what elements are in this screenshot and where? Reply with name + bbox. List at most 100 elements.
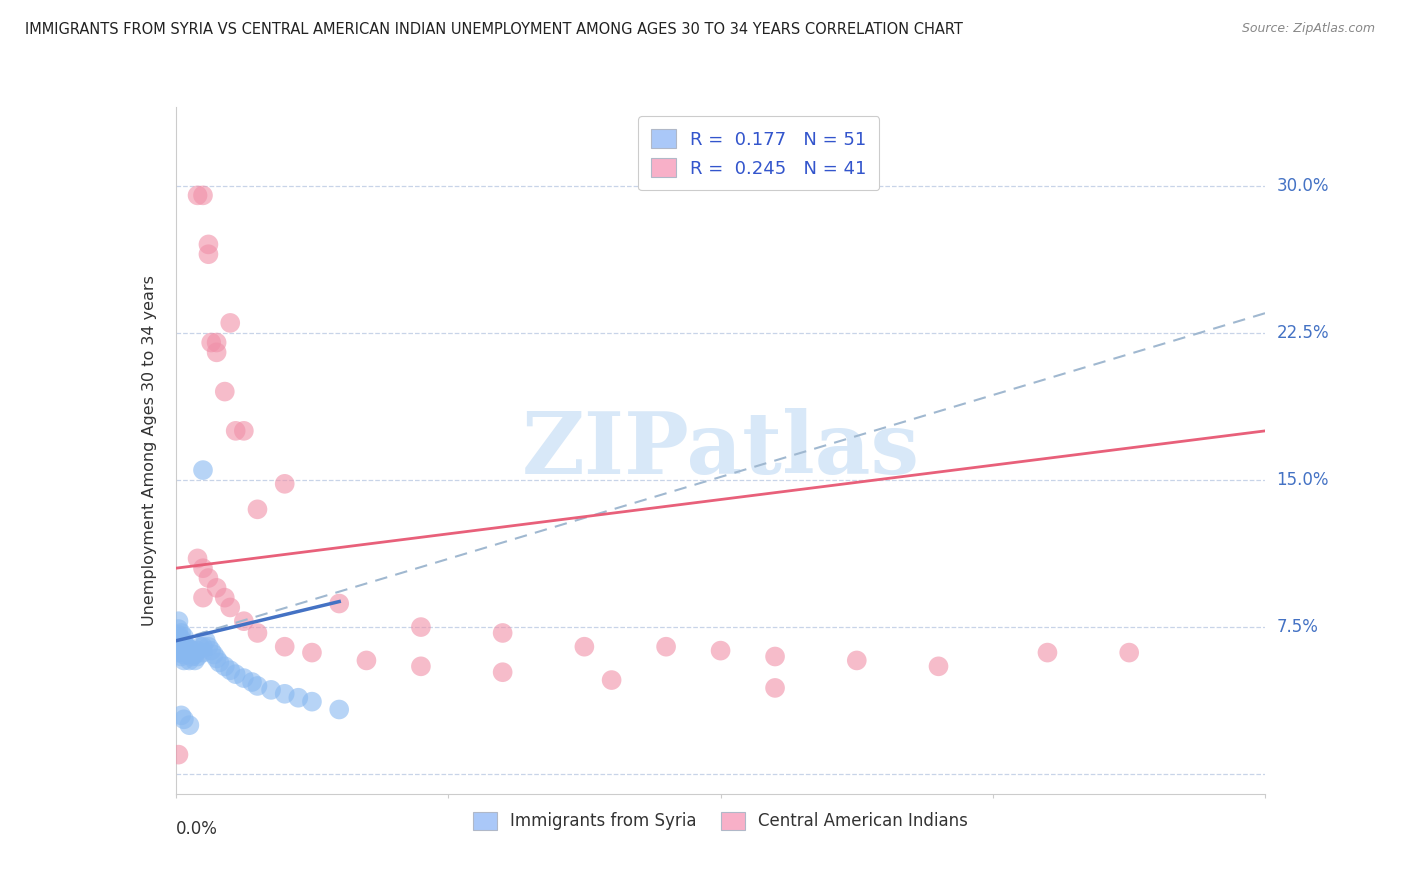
Point [167, 646, 190, 660]
Point [225, 424, 247, 438]
Point [219, 316, 242, 330]
Point [173, 648, 195, 662]
Point [170, 643, 193, 657]
Point [179, 641, 201, 656]
Point [232, 671, 254, 685]
Point [170, 626, 193, 640]
Point [167, 622, 190, 636]
Point [214, 384, 236, 399]
Point [356, 653, 378, 667]
Point [181, 643, 204, 657]
Point [710, 643, 733, 657]
Text: 15.0%: 15.0% [1277, 471, 1329, 489]
Point [181, 649, 204, 664]
Point [197, 571, 219, 585]
Point [191, 646, 214, 660]
Point [191, 561, 214, 575]
Point [200, 335, 222, 350]
Point [170, 649, 193, 664]
Point [194, 633, 217, 648]
Point [176, 640, 198, 654]
Point [260, 682, 283, 697]
Point [225, 667, 247, 681]
Point [184, 648, 207, 662]
Point [232, 614, 254, 628]
Point [173, 712, 195, 726]
Point [246, 626, 269, 640]
Point [191, 188, 214, 202]
Point [173, 641, 195, 656]
Point [173, 630, 195, 644]
Point [328, 702, 350, 716]
Point [274, 640, 297, 654]
Point [240, 675, 263, 690]
Point [409, 620, 432, 634]
Point [197, 640, 219, 654]
Point [197, 237, 219, 252]
Point [274, 687, 297, 701]
Point [328, 597, 350, 611]
Point [173, 653, 195, 667]
Point [205, 335, 228, 350]
Point [492, 626, 515, 640]
Text: Source: ZipAtlas.com: Source: ZipAtlas.com [1241, 22, 1375, 36]
Point [205, 581, 228, 595]
Point [492, 665, 515, 680]
Point [170, 708, 193, 723]
Point [179, 648, 201, 662]
Point [409, 659, 432, 673]
Point [197, 247, 219, 261]
Point [179, 718, 201, 732]
Point [208, 656, 231, 670]
Point [205, 345, 228, 359]
Text: 7.5%: 7.5% [1277, 618, 1319, 636]
Point [167, 640, 190, 654]
Point [1036, 646, 1059, 660]
Point [301, 695, 323, 709]
Point [188, 640, 211, 654]
Point [202, 648, 225, 662]
Text: ZIPatlas: ZIPatlas [522, 409, 920, 492]
Point [763, 649, 786, 664]
Point [600, 673, 623, 687]
Point [200, 643, 222, 657]
Point [184, 653, 207, 667]
Point [179, 653, 201, 667]
Point [287, 690, 309, 705]
Legend: Immigrants from Syria, Central American Indians: Immigrants from Syria, Central American … [467, 805, 974, 837]
Point [170, 632, 193, 646]
Point [176, 646, 198, 660]
Point [301, 646, 323, 660]
Point [186, 643, 209, 657]
Point [214, 591, 236, 605]
Point [246, 502, 269, 516]
Point [246, 679, 269, 693]
Point [167, 614, 190, 628]
Point [274, 476, 297, 491]
Point [191, 640, 214, 654]
Point [574, 640, 596, 654]
Point [205, 651, 228, 665]
Point [167, 628, 190, 642]
Point [191, 591, 214, 605]
Point [219, 600, 242, 615]
Text: IMMIGRANTS FROM SYRIA VS CENTRAL AMERICAN INDIAN UNEMPLOYMENT AMONG AGES 30 TO 3: IMMIGRANTS FROM SYRIA VS CENTRAL AMERICA… [25, 22, 963, 37]
Point [170, 638, 193, 652]
Point [763, 681, 786, 695]
Y-axis label: Unemployment Among Ages 30 to 34 years: Unemployment Among Ages 30 to 34 years [142, 275, 157, 626]
Point [167, 747, 190, 762]
Point [219, 663, 242, 677]
Point [845, 653, 868, 667]
Text: 0.0%: 0.0% [176, 820, 218, 838]
Point [186, 551, 209, 566]
Point [214, 659, 236, 673]
Point [655, 640, 678, 654]
Point [186, 649, 209, 664]
Point [167, 633, 190, 648]
Point [928, 659, 950, 673]
Point [1118, 646, 1140, 660]
Text: 22.5%: 22.5% [1277, 324, 1329, 342]
Point [232, 424, 254, 438]
Text: 30.0%: 30.0% [1277, 177, 1329, 194]
Point [173, 636, 195, 650]
